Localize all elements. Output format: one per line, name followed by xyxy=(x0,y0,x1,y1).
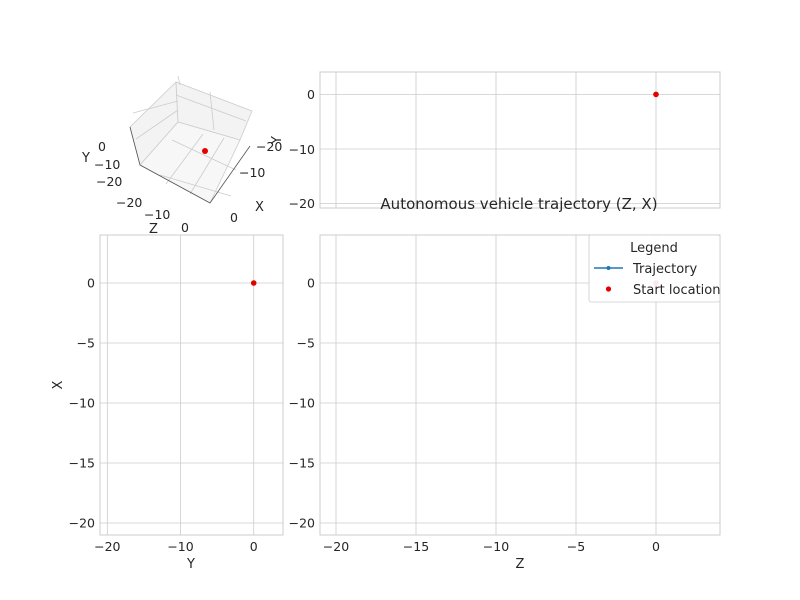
yx-x-tick-1: −10 xyxy=(167,539,193,554)
zx-x-tick-1: −15 xyxy=(403,539,429,554)
grid-yx xyxy=(100,235,283,535)
z3d-tick-0: 0 xyxy=(181,220,189,235)
legend-box xyxy=(588,234,721,303)
points-yx xyxy=(250,280,257,286)
zx-x-tick-3: −5 xyxy=(567,539,585,554)
ticks-zx-y: −20 −15 −10 −5 0 xyxy=(289,276,315,531)
zx-y-tick-0: −20 xyxy=(289,516,315,531)
axis-3d-x xyxy=(209,145,251,204)
zx-y-tick-3: −5 xyxy=(297,336,315,351)
start-point-3d xyxy=(202,148,208,154)
zx-y-tick-1: −15 xyxy=(289,456,315,471)
x3d-tick-2: −20 xyxy=(256,139,282,154)
yx-x-tick-2: 0 xyxy=(250,539,258,554)
legend-trajectory-marker xyxy=(606,266,611,270)
zy-y-tick-1: −10 xyxy=(289,142,315,157)
zx-x-tick-2: −10 xyxy=(483,539,509,554)
legend-start-label: Start location xyxy=(633,283,720,298)
zx-x-tick-4: 0 xyxy=(652,539,660,554)
y3d-label: Y xyxy=(81,151,90,166)
frame-zy xyxy=(319,71,721,209)
yx-y-tick-4: 0 xyxy=(87,276,95,291)
legend: Legend Trajectory Start location xyxy=(588,234,721,303)
axis-3d-z xyxy=(139,164,211,204)
zx-xlabel: Z xyxy=(516,557,525,572)
yx-y-tick-0: −20 xyxy=(69,516,95,531)
zy-ylabel: Y xyxy=(270,136,285,145)
zx-y-tick-4: 0 xyxy=(307,276,315,291)
zx-x-tick-0: −20 xyxy=(323,539,349,554)
z3d-label: Z xyxy=(149,222,158,237)
zy-y-tick-0: 0 xyxy=(307,87,315,102)
panel-yx: −20 −10 0 −20 −15 −10 −5 0 Y X xyxy=(51,234,284,572)
axis-3d-y xyxy=(129,126,141,166)
ticks-zy: 0 −10 −20 xyxy=(289,87,315,211)
yx-y-tick-2: −10 xyxy=(69,396,95,411)
yx-start-point-0 xyxy=(250,280,257,286)
zx-y-tick-2: −10 xyxy=(289,396,315,411)
z3d-tick-2: −20 xyxy=(116,195,142,210)
yx-x-tick-0: −20 xyxy=(94,539,120,554)
y3d-tick-0: 0 xyxy=(98,139,106,154)
y3d-tick-1: −10 xyxy=(94,157,120,172)
yx-ylabel: X xyxy=(51,380,66,389)
frame-yx xyxy=(99,234,284,536)
legend-start-marker xyxy=(605,286,612,292)
grid-3d xyxy=(132,75,247,197)
panel-zx: −20 −15 −10 −5 0 −20 −15 −10 −5 0 Z Autonomous v… xyxy=(289,195,721,572)
yx-y-tick-3: −5 xyxy=(77,336,95,351)
chart-title: Autonomous vehicle trajectory (Z, X) xyxy=(380,195,657,213)
legend-title: Legend xyxy=(630,241,678,256)
zy-start-point-0 xyxy=(653,91,659,98)
zy-y-tick-2: −20 xyxy=(289,196,315,211)
panel-zy: 0 −10 −20 Y xyxy=(270,71,721,211)
legend-trajectory-label: Trajectory xyxy=(632,262,697,277)
x3d-tick-1: −10 xyxy=(239,165,265,180)
ticks-yx-y: −20 −15 −10 −5 0 xyxy=(69,276,95,531)
yx-xlabel: Y xyxy=(186,557,195,572)
x3d-label: X xyxy=(255,200,264,215)
grid-zy xyxy=(320,72,720,208)
yx-y-tick-1: −15 xyxy=(69,456,95,471)
points-zy xyxy=(653,91,659,98)
frame-zx xyxy=(319,234,721,536)
ticks-zx-x: −20 −15 −10 −5 0 xyxy=(323,539,660,554)
panel-3d: 0 −10 −20 Y −20 −10 0 Z −20 −10 0 X xyxy=(81,75,282,237)
z3d-tick-1: −10 xyxy=(144,207,170,222)
y3d-tick-2: −20 xyxy=(96,174,122,189)
x3d-tick-0: 0 xyxy=(230,210,238,225)
ticks-yx-x: −20 −10 0 xyxy=(94,539,258,554)
